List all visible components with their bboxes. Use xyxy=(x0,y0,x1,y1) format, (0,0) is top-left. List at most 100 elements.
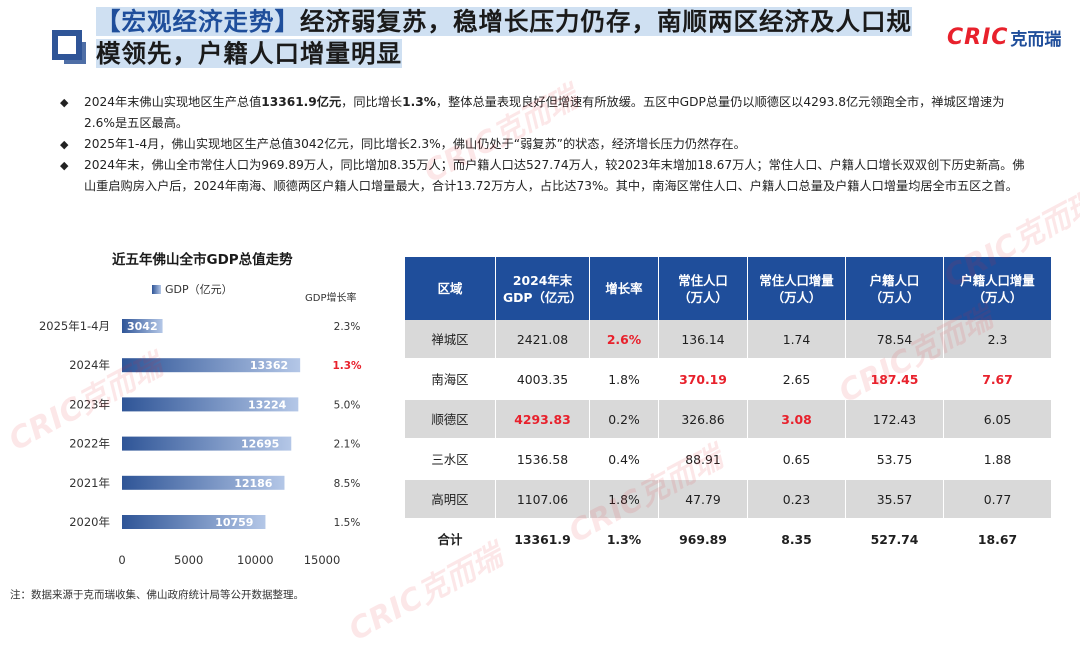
category-label: 2023年 xyxy=(69,397,110,411)
table-cell: 3.08 xyxy=(747,399,846,440)
table-cell: 2.3 xyxy=(943,320,1052,360)
table-cell: 6.05 xyxy=(943,399,1052,440)
table-cell: 1107.06 xyxy=(495,479,590,520)
growth-rate-label: 5.0% xyxy=(334,399,361,411)
table-cell: 1.74 xyxy=(747,320,846,360)
bullet-text: 2024年末，佛山全市常住人口为969.89万人，同比增加8.35万人；而户籍人… xyxy=(84,158,1025,193)
gdp-bar xyxy=(122,475,285,490)
bullet-text: 2024年末佛山实现地区生产总值 xyxy=(84,95,262,109)
table-cell: 0.4% xyxy=(589,439,659,480)
table-row: 三水区 1536.58 0.4% 88.91 0.65 53.75 1.88 xyxy=(405,439,1052,480)
table-cell: 78.54 xyxy=(845,320,944,360)
table-row: 南海区 4003.35 1.8% 370.19 2.65 187.45 7.67 xyxy=(405,359,1052,400)
x-tick-label: 5000 xyxy=(174,553,203,567)
table-cell: 0.23 xyxy=(747,479,846,520)
title-decoration xyxy=(52,30,86,64)
bullet-item: ◆ 2024年末，佛山全市常住人口为969.89万人，同比增加8.35万人；而户籍… xyxy=(60,155,1035,197)
table-cell: 35.57 xyxy=(845,479,944,520)
bullet-text: 13361.9亿元 xyxy=(261,95,342,109)
bar-value-label: 10759 xyxy=(215,516,253,529)
bar-value-label: 13224 xyxy=(248,398,287,411)
table-cell: 2.6% xyxy=(589,320,659,360)
logo-chinese: 克而瑞 xyxy=(1010,29,1062,50)
x-tick-label: 15000 xyxy=(304,553,341,567)
logo-latin: CRIC xyxy=(947,24,1009,50)
table-cell: 7.67 xyxy=(943,359,1052,400)
table-cell: 1536.58 xyxy=(495,439,590,480)
gdp-bar xyxy=(122,436,292,451)
gdp-bar xyxy=(122,358,301,373)
growth-header: GDP增长率 xyxy=(305,291,356,304)
source-note: 注：数据来源于克而瑞收集、佛山政府统计局等公开数据整理。 xyxy=(10,589,304,601)
diamond-bullet-icon: ◆ xyxy=(60,138,69,151)
category-label: 2025年1-4月 xyxy=(39,319,110,333)
table-cell: 13361.9 xyxy=(495,519,590,560)
diamond-bullet-icon: ◆ xyxy=(60,96,69,109)
table-cell: 88.91 xyxy=(658,439,748,480)
table-cell: 4293.83 xyxy=(495,399,590,440)
column-header: 户籍人口 （万人） xyxy=(845,257,944,320)
table-cell: 53.75 xyxy=(845,439,944,480)
growth-rate-label: 2.1% xyxy=(334,439,361,451)
table-cell: 18.67 xyxy=(943,519,1052,560)
table-cell: 172.43 xyxy=(845,399,944,440)
table-cell: 1.3% xyxy=(589,519,659,560)
column-header: 区域 xyxy=(405,257,496,320)
table-cell: 47.79 xyxy=(658,479,748,520)
table-cell: 南海区 xyxy=(405,359,496,400)
table-cell: 1.88 xyxy=(943,439,1052,480)
table-cell: 0.77 xyxy=(943,479,1052,520)
table-cell: 2421.08 xyxy=(495,320,590,360)
title-text: 经济弱复苏，稳增长压力仍存，南顺两区经济及人口规模领先，户籍人口增量明显 xyxy=(96,7,912,68)
bar-value-label: 13362 xyxy=(250,359,288,372)
column-header: 2024年末 GDP（亿元） xyxy=(495,257,590,320)
column-header: 户籍人口增量 （万人） xyxy=(943,257,1052,320)
table-cell: 4003.35 xyxy=(495,359,590,400)
bar-value-label: 12186 xyxy=(234,477,273,490)
bullet-item: ◆ 2024年末佛山实现地区生产总值13361.9亿元，同比增长1.3%，整体总量… xyxy=(60,92,1035,134)
growth-rate-label: 2.3% xyxy=(334,321,361,333)
table-row: 高明区 1107.06 1.8% 47.79 0.23 35.57 0.77 xyxy=(405,479,1052,520)
table-cell: 326.86 xyxy=(658,399,748,440)
bullet-text: ，同比增长 xyxy=(341,95,403,109)
column-header: 常住人口 （万人） xyxy=(658,257,748,320)
bullet-text: 1.3% xyxy=(402,95,436,109)
table-cell: 370.19 xyxy=(658,359,748,400)
table-cell: 高明区 xyxy=(405,479,496,520)
table-cell: 527.74 xyxy=(845,519,944,560)
table-cell: 合计 xyxy=(405,519,496,560)
column-header: 常住人口增量 （万人） xyxy=(747,257,846,320)
page-title: 【宏观经济走势】经济弱复苏，稳增长压力仍存，南顺两区经济及人口规模领先，户籍人口… xyxy=(96,6,916,70)
legend-label: GDP（亿元） xyxy=(165,283,233,296)
gdp-bar-chart: GDP（亿元） GDP增长率 2025年1-4月 3042 2.3% 2024年 13362… xyxy=(39,283,362,567)
table-cell: 187.45 xyxy=(845,359,944,400)
table-cell: 2.65 xyxy=(747,359,846,400)
table-cell: 136.14 xyxy=(658,320,748,360)
category-label: 2024年 xyxy=(69,358,110,372)
bar-value-label: 12695 xyxy=(241,438,279,451)
table-cell: 0.2% xyxy=(589,399,659,440)
bullet-text: ，整体总量表现良好但增速有所放缓。五区中GDP总量仍以顺德区以4293.8亿元领… xyxy=(84,95,1005,130)
x-tick-label: 0 xyxy=(118,553,125,567)
table-cell: 1.8% xyxy=(589,479,659,520)
table-cell: 0.65 xyxy=(747,439,846,480)
diamond-bullet-icon: ◆ xyxy=(60,159,69,172)
bar-value-label: 3042 xyxy=(127,320,158,333)
legend-swatch xyxy=(152,285,161,294)
summary-bullets: ◆ 2024年末佛山实现地区生产总值13361.9亿元，同比增长1.3%，整体总量… xyxy=(60,92,1035,197)
x-tick-label: 10000 xyxy=(237,553,274,567)
gdp-bar xyxy=(122,319,163,333)
table-total-row: 合计 13361.9 1.3% 969.89 8.35 527.74 18.67 xyxy=(405,519,1052,560)
category-label: 2020年 xyxy=(69,515,110,529)
growth-rate-label: 1.5% xyxy=(334,517,361,529)
table-cell: 1.8% xyxy=(589,359,659,400)
cric-logo: CRIC 克而瑞 xyxy=(947,24,1061,50)
growth-rate-label: 1.3% xyxy=(332,360,362,372)
gdp-bar xyxy=(122,515,266,529)
table-header-row: 区域 2024年末 GDP（亿元） 增长率 常住人口 （万人） 常住人口增量 （万人） 户籍人口… xyxy=(405,257,1052,320)
table-cell: 顺德区 xyxy=(405,399,496,440)
district-data-table: 区域 2024年末 GDP（亿元） 增长率 常住人口 （万人） 常住人口增量 （万人） 户籍人口… xyxy=(405,257,1052,560)
table-row: 顺德区 4293.83 0.2% 326.86 3.08 172.43 6.05 xyxy=(405,399,1052,440)
table-cell: 969.89 xyxy=(658,519,748,560)
table-row: 禅城区 2421.08 2.6% 136.14 1.74 78.54 2.3 xyxy=(405,320,1052,360)
